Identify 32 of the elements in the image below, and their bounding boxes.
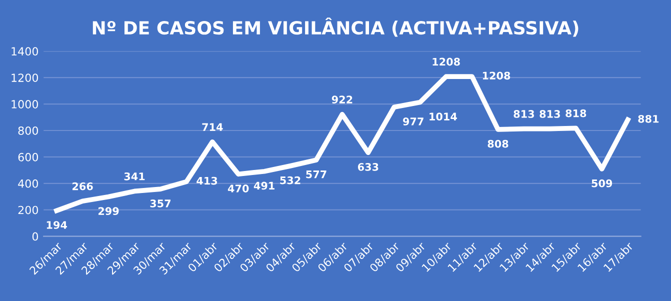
data-label: 633 — [358, 163, 378, 171]
data-label: 1208 — [482, 72, 510, 80]
y-tick-label: 1000 — [12, 100, 38, 108]
data-label: 266 — [72, 182, 93, 190]
data-label: 818 — [566, 109, 586, 118]
data-label: 470 — [228, 184, 249, 192]
data-label: 813 — [514, 110, 534, 118]
data-label: 1014 — [430, 112, 457, 121]
data-label: 532 — [280, 176, 300, 184]
y-tick-label: 600 — [18, 152, 38, 162]
y-tick-label: 200 — [18, 206, 38, 214]
data-label: 1208 — [432, 58, 460, 66]
data-label: 577 — [306, 170, 326, 178]
data-label: 299 — [98, 207, 119, 216]
data-label: 714 — [202, 123, 223, 131]
data-label: 977 — [403, 118, 424, 126]
data-label: 341 — [124, 172, 145, 180]
data-label: 194 — [46, 221, 67, 229]
y-tick-label: 0 — [32, 232, 38, 241]
data-label: 357 — [150, 200, 170, 208]
y-tick-label: 1400 — [12, 47, 38, 56]
y-tick-label: 1200 — [12, 74, 38, 82]
data-label: 509 — [592, 179, 612, 188]
data-label: 491 — [254, 182, 274, 190]
data-label: 813 — [540, 110, 560, 118]
chart-title: Nº DE CASOS EM VIGILÂNCIA (ACTIVA+PASSIVA) — [92, 18, 578, 37]
data-label: 808 — [488, 140, 508, 148]
data-label: 922 — [332, 96, 352, 104]
y-tick-label: 400 — [18, 179, 38, 188]
data-label: 881 — [638, 114, 659, 123]
data-label: 413 — [196, 176, 218, 185]
y-tick-label: 800 — [18, 126, 38, 135]
